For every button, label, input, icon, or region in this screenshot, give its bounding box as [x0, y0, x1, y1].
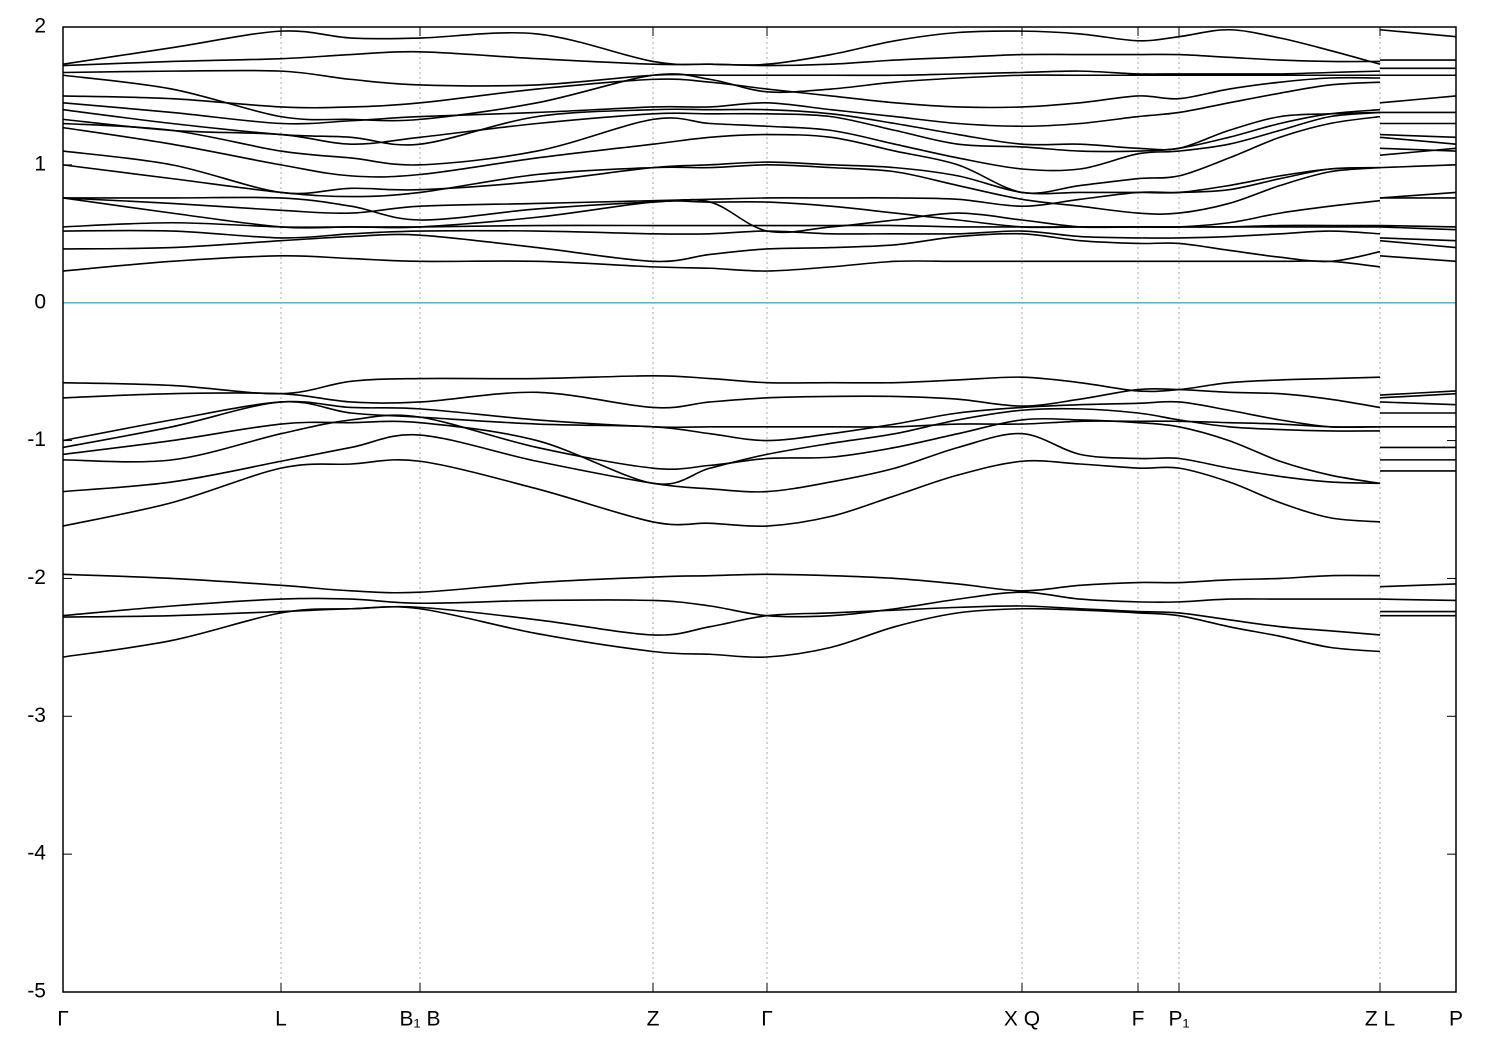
band-line — [62, 197, 1457, 229]
band-line — [62, 254, 1457, 272]
band-line — [62, 573, 1457, 594]
band-line — [62, 50, 1457, 67]
band-line — [62, 374, 1457, 396]
band-line — [62, 458, 1456, 528]
band-line — [62, 108, 1456, 151]
grid — [62, 26, 1457, 993]
band-line — [62, 414, 1456, 485]
band-line — [62, 147, 1457, 195]
x-tick-label: P₁ — [1168, 1008, 1189, 1031]
bands — [62, 28, 1457, 659]
band-line — [62, 605, 1456, 636]
band-line — [62, 407, 1456, 485]
band-line — [62, 76, 1457, 109]
plot-frame — [62, 26, 1457, 993]
band-line — [62, 73, 1456, 122]
band-line — [62, 166, 1456, 215]
band-line — [62, 81, 1456, 128]
band-line — [62, 115, 1457, 195]
y-tick-label: -4 — [27, 842, 46, 865]
x-tick-label: Z L — [1365, 1008, 1395, 1031]
y-tick-label: -1 — [27, 428, 46, 451]
y-tick-label: -2 — [27, 566, 46, 589]
x-tick-label: X Q — [1004, 1008, 1040, 1031]
x-tick-label: L — [275, 1008, 287, 1031]
band-line — [62, 67, 1456, 87]
band-line — [62, 591, 1457, 618]
band-line — [62, 108, 1457, 153]
band-line — [62, 164, 1457, 215]
x-tick-label: Γ — [761, 1008, 773, 1031]
y-tick-label: -5 — [27, 980, 46, 1003]
band-line — [62, 111, 1457, 172]
y-tick-label: -3 — [27, 704, 46, 727]
x-tick-label: B₁ B — [400, 1008, 441, 1031]
tick-labels: 2 1 0 -1 -2 -3 -4 -5 Γ L B₁ B Z Γ X Q F P₁ Z L P — [27, 15, 1463, 1031]
band-line — [62, 387, 1457, 409]
band-line — [62, 400, 1456, 449]
band-line — [62, 28, 1457, 66]
band-line — [62, 232, 1457, 263]
band-line — [62, 432, 1456, 493]
x-tick-label: P — [1449, 1008, 1463, 1031]
x-tick-label: Z — [647, 1008, 660, 1031]
band-line — [62, 400, 1457, 442]
y-tick-label: 2 — [34, 15, 46, 38]
x-tick-label: Γ — [57, 1008, 69, 1031]
y-tick-label: 1 — [34, 152, 46, 175]
y-tick-label: 0 — [34, 290, 46, 313]
x-tick-label: F — [1132, 1008, 1145, 1031]
band-line — [62, 229, 1457, 242]
